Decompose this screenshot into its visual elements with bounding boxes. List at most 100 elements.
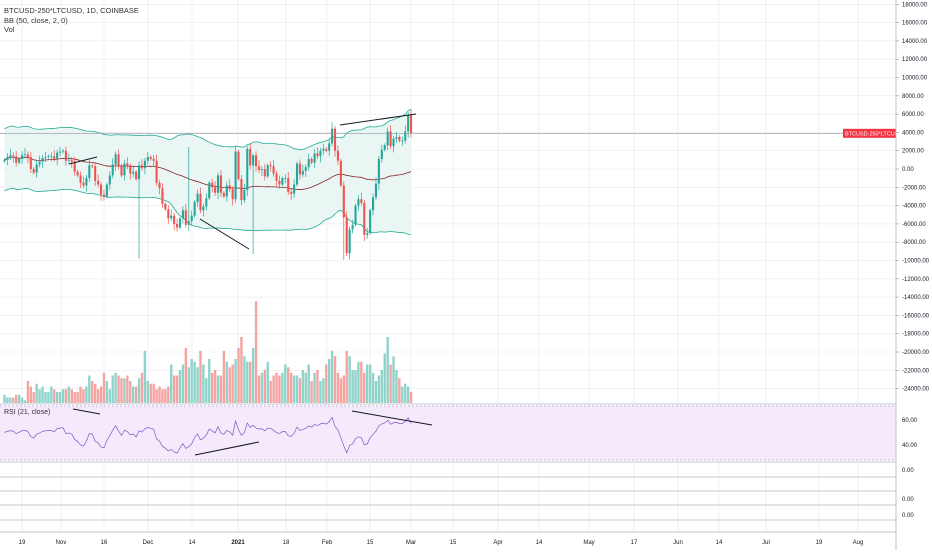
y-tick-label: -14000.00: [902, 295, 930, 301]
x-tick-label: Jul: [762, 540, 770, 546]
candle-body: [310, 158, 313, 163]
candle: [143, 157, 146, 175]
candle: [102, 189, 105, 201]
candle: [336, 145, 339, 165]
volume-bar: [38, 389, 41, 403]
candle-body: [313, 153, 316, 163]
candle: [126, 157, 129, 170]
volume-bar: [164, 389, 167, 403]
volume-bar: [184, 348, 188, 403]
candle: [272, 160, 275, 177]
x-tick-label: 2021: [231, 540, 245, 546]
rsi-panel: [0, 405, 896, 461]
volume-bar: [251, 348, 255, 403]
candle: [18, 157, 21, 165]
volume-bar: [254, 301, 258, 403]
candle: [114, 151, 117, 171]
candle: [237, 149, 240, 181]
candle-body: [398, 136, 401, 141]
candle: [281, 176, 284, 187]
x-tick-label: 14: [536, 540, 543, 546]
candle: [386, 127, 389, 151]
candle: [26, 151, 29, 164]
candle-body: [18, 158, 21, 163]
y-tick-label: 16000.00: [902, 21, 928, 27]
candle-body: [272, 166, 275, 174]
volume-bar: [327, 359, 331, 403]
volume-bar: [368, 364, 372, 403]
candle: [328, 139, 331, 156]
volume-bar: [175, 375, 179, 403]
candle-body: [178, 218, 182, 228]
candle-body: [99, 184, 103, 195]
candle-body: [234, 151, 237, 200]
candle: [398, 135, 401, 143]
candle-body: [184, 210, 187, 225]
candle: [342, 181, 345, 260]
candle: [12, 152, 15, 163]
candle-body: [79, 175, 82, 183]
candle-body: [85, 178, 88, 186]
volume-bar: [310, 381, 313, 403]
candle-body: [257, 166, 261, 170]
volume-bar: [363, 372, 366, 403]
candle-body: [35, 164, 38, 173]
volume-bar: [263, 370, 267, 403]
candle: [369, 208, 372, 235]
candle-body: [255, 155, 258, 167]
candle: [56, 149, 59, 166]
candle-body: [304, 167, 307, 171]
volume-bar: [389, 364, 392, 403]
bb-basis-line: [4, 156, 412, 190]
volume-bar: [143, 350, 147, 403]
volume-bar: [386, 337, 389, 403]
volume-bar: [380, 370, 384, 403]
candle: [298, 159, 301, 180]
candle-body: [73, 161, 76, 172]
volume-bar: [108, 389, 111, 403]
candle-body: [170, 215, 173, 219]
volume-bar: [228, 367, 231, 403]
candle-body: [44, 157, 47, 159]
candle-body: [219, 175, 222, 193]
volume-bar: [82, 389, 85, 403]
candle: [6, 153, 9, 165]
volume-bar: [351, 370, 354, 403]
candle-body: [38, 161, 41, 165]
candle: [21, 151, 24, 165]
candle-body: [9, 155, 12, 158]
volume-bar: [371, 372, 375, 403]
volume-bar: [348, 356, 351, 403]
volume-bar: [88, 375, 91, 403]
candle: [249, 143, 252, 170]
candle: [401, 136, 404, 146]
candle: [231, 186, 234, 206]
candle: [307, 153, 310, 172]
candle-body: [3, 159, 6, 162]
candle: [372, 193, 375, 216]
y-tick-label: 8000.00: [902, 94, 924, 100]
candle-body: [32, 169, 35, 173]
volume-bar: [64, 389, 68, 403]
candle-body: [59, 151, 62, 153]
candle-body: [91, 165, 94, 167]
candle: [377, 156, 380, 190]
rsi-trendline-dec: [194, 441, 260, 456]
candle: [35, 160, 38, 178]
candle-body: [331, 128, 334, 144]
candle-body: [287, 178, 290, 192]
volume-bar: [140, 372, 144, 403]
volume-bar: [76, 392, 79, 403]
candle-body: [293, 184, 296, 194]
candle-body: [275, 173, 278, 181]
volume-bar: [58, 392, 62, 403]
volume-bar: [20, 397, 24, 403]
candle-body: [105, 184, 108, 197]
candle-body: [196, 193, 199, 202]
candle-body: [404, 131, 407, 141]
volume-bar: [269, 381, 272, 403]
candle-body: [6, 157, 9, 160]
y-tick-label: 14000.00: [902, 39, 928, 45]
